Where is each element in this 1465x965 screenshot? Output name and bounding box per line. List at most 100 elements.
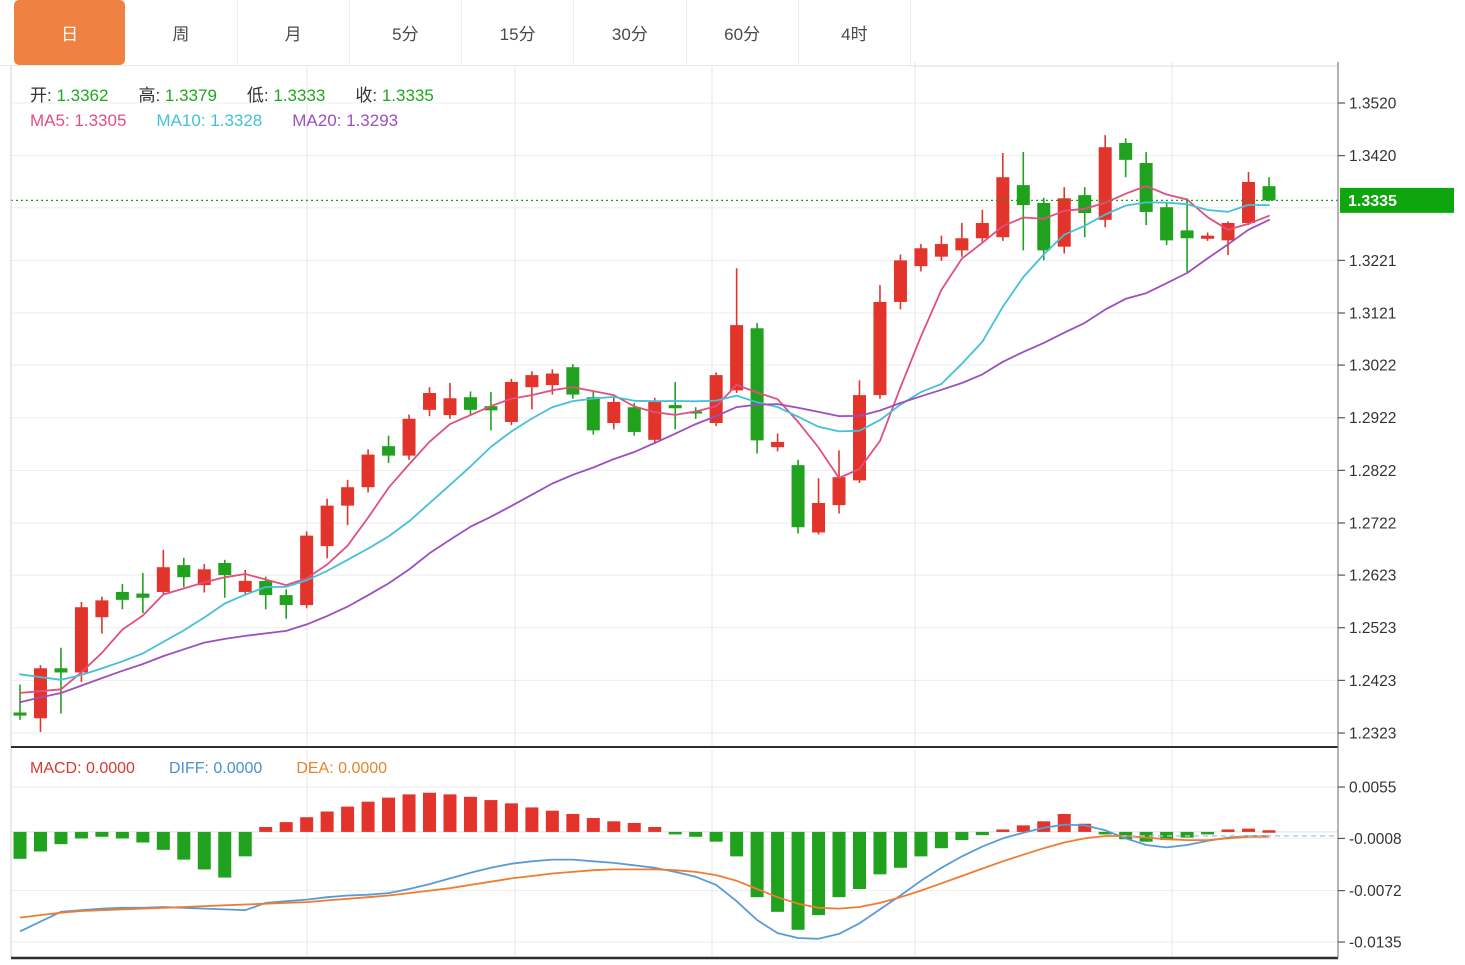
tab-timeframe-30分[interactable]: 30分	[574, 0, 687, 65]
macd-bar	[115, 831, 129, 839]
macd-bar	[1201, 831, 1215, 835]
macd-axis-label: -0.0008	[1349, 831, 1402, 848]
macd-bar	[382, 797, 396, 832]
tab-timeframe-60分[interactable]: 60分	[686, 0, 799, 65]
macd-bar	[832, 831, 846, 898]
candle-body	[975, 223, 989, 239]
macd-bar	[545, 810, 559, 832]
price-axis-label: 1.3520	[1349, 96, 1397, 113]
candle-body	[423, 393, 437, 410]
tab-timeframe-周[interactable]: 周	[125, 0, 238, 65]
candle-body	[320, 505, 334, 547]
candle-body	[156, 567, 170, 592]
candle-body	[525, 375, 539, 388]
candle-body	[627, 407, 641, 432]
ma-legend: MA5: 1.3305 MA10: 1.3328 MA20: 1.3293	[30, 111, 428, 131]
macd-bar	[566, 813, 580, 832]
candle-body	[771, 441, 785, 448]
macd-bar	[279, 822, 293, 832]
macd-bar	[852, 831, 866, 890]
candle-body	[750, 328, 764, 441]
macd-axis-label: -0.0072	[1349, 883, 1402, 900]
candle-body	[74, 607, 88, 673]
macd-bar	[627, 822, 641, 832]
macd-bar	[33, 831, 47, 852]
tab-timeframe-4时[interactable]: 4时	[798, 0, 911, 65]
candle-body	[484, 406, 498, 411]
macd-bar	[689, 831, 703, 837]
candle-body	[914, 248, 928, 267]
ohlc-value-1: 1.3379	[164, 86, 217, 105]
macd-bar	[95, 831, 109, 837]
ohlc-item-3: 收: 1.3335	[355, 86, 433, 105]
ohlc-item-1: 高: 1.3379	[138, 86, 216, 105]
candle-body	[1037, 203, 1051, 251]
candle-body	[238, 580, 252, 592]
macd-bar	[238, 831, 252, 857]
macd-value-0: 0.0000	[86, 760, 135, 777]
candle-body	[115, 591, 129, 600]
macd-bar	[218, 831, 232, 878]
macd-bar	[54, 831, 68, 845]
macd-bar	[300, 817, 314, 832]
ma-value-0: 1.3305	[74, 111, 127, 130]
macd-bar	[320, 811, 334, 832]
macd-axis-label: 0.0055	[1349, 780, 1396, 797]
tab-timeframe-5分[interactable]: 5分	[349, 0, 462, 65]
candle-body	[607, 401, 621, 424]
ohlc-item-2: 低: 1.3333	[247, 86, 325, 105]
macd-bar	[1262, 830, 1276, 833]
macd-bar	[914, 831, 928, 857]
ma5-line	[19, 185, 1270, 694]
macd-bar	[1098, 831, 1112, 835]
tab-timeframe-15分[interactable]: 15分	[462, 0, 575, 65]
macd-item-0: MACD: 0.0000	[30, 760, 135, 777]
candle-body	[689, 411, 703, 414]
price-axis-label: 1.2722	[1349, 516, 1396, 533]
macd-bar	[1221, 829, 1235, 832]
candle-body	[279, 595, 293, 606]
macd-bar	[750, 831, 764, 898]
ohlc-legend: 开: 1.3362 高: 1.3379 低: 1.3333 收: 1.3335	[30, 81, 464, 106]
macd-bar	[934, 831, 948, 849]
ma-item-0: MA5: 1.3305	[30, 111, 126, 130]
candle-body	[341, 487, 355, 506]
price-axis-label: 1.3221	[1349, 253, 1396, 270]
macd-item-2: DEA: 0.0000	[296, 760, 387, 777]
candle-body	[1180, 230, 1194, 239]
candle-body	[934, 244, 948, 257]
ma-item-1: MA10: 1.3328	[156, 111, 262, 130]
ma-value-2: 1.3293	[346, 111, 399, 130]
macd-bar	[668, 831, 682, 835]
macd-bar	[525, 807, 539, 832]
ma-label-2: MA20:	[292, 111, 347, 130]
macd-bar	[1016, 825, 1030, 832]
candle-body	[996, 177, 1010, 238]
macd-axis-label: -0.0135	[1349, 935, 1402, 952]
tab-timeframe-月[interactable]: 月	[237, 0, 350, 65]
macd-bar	[873, 831, 887, 875]
candle-body	[1160, 207, 1174, 241]
ma-item-2: MA20: 1.3293	[292, 111, 398, 130]
macd-bar	[1180, 831, 1194, 838]
ohlc-label-1: 高:	[138, 86, 165, 105]
candle-body	[832, 477, 846, 506]
dea-line	[19, 835, 1269, 919]
tab-timeframe-日[interactable]: 日	[14, 0, 126, 65]
price-axis-label: 1.2323	[1349, 726, 1396, 743]
candle-body	[566, 367, 580, 395]
candle-body	[300, 535, 314, 606]
candle-body	[259, 580, 273, 596]
candle-body	[136, 593, 150, 598]
candle-body	[382, 446, 396, 456]
candle-body	[95, 600, 109, 618]
candle-body	[730, 325, 744, 391]
candle-body	[1201, 235, 1215, 239]
candle-body	[13, 712, 27, 716]
macd-bar	[1037, 821, 1051, 832]
macd-bar	[341, 806, 355, 832]
candlestick-series	[13, 135, 1276, 732]
candle-body	[893, 260, 907, 302]
macd-label-0: MACD:	[30, 760, 86, 777]
